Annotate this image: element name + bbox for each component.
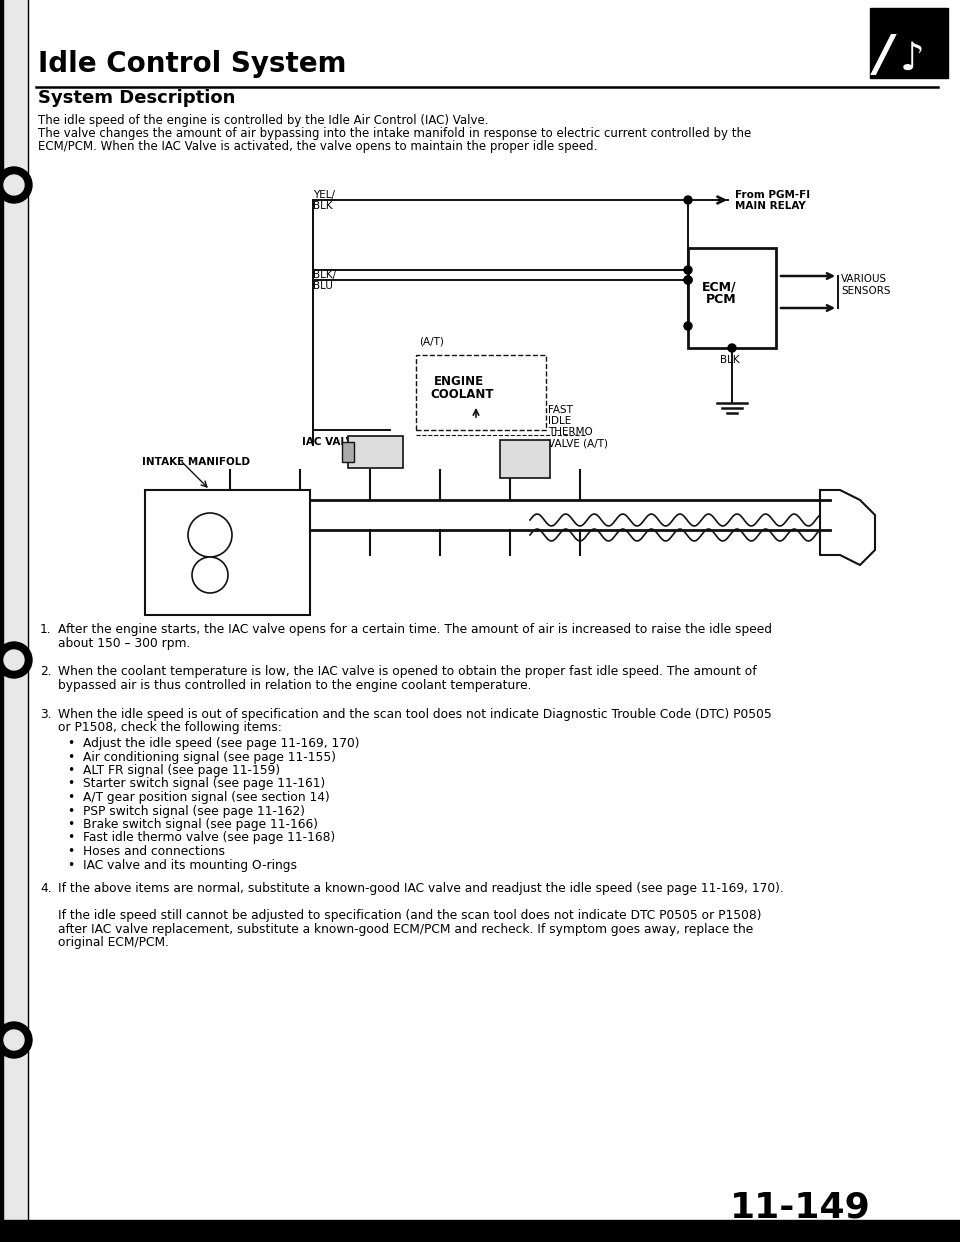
Text: after IAC valve replacement, substitute a known-good ECM/PCM and recheck. If sym: after IAC valve replacement, substitute … xyxy=(58,923,754,935)
Text: THERMO: THERMO xyxy=(548,427,592,437)
Bar xyxy=(870,7,948,78)
Text: 2.: 2. xyxy=(40,664,52,678)
Text: /: / xyxy=(875,32,893,79)
Text: BLK/: BLK/ xyxy=(313,270,336,279)
Bar xyxy=(688,248,776,348)
Circle shape xyxy=(4,1030,24,1049)
Text: •  A/T gear position signal (see section 14): • A/T gear position signal (see section … xyxy=(68,791,329,804)
Circle shape xyxy=(0,1022,32,1058)
Text: VALVE (A/T): VALVE (A/T) xyxy=(548,438,608,448)
Text: INTAKE MANIFOLD: INTAKE MANIFOLD xyxy=(142,457,250,467)
Circle shape xyxy=(4,650,24,669)
Text: The valve changes the amount of air bypassing into the intake manifold in respon: The valve changes the amount of air bypa… xyxy=(38,127,752,140)
Text: The idle speed of the engine is controlled by the Idle Air Control (IAC) Valve.: The idle speed of the engine is controll… xyxy=(38,114,489,127)
Text: ♪: ♪ xyxy=(900,40,924,78)
Text: •  ALT FR signal (see page 11-159): • ALT FR signal (see page 11-159) xyxy=(68,764,280,777)
Text: IAC VALVE: IAC VALVE xyxy=(302,437,361,447)
Text: or P1508, check the following items:: or P1508, check the following items: xyxy=(58,722,281,734)
Text: Idle Control System: Idle Control System xyxy=(38,50,347,78)
Circle shape xyxy=(188,513,232,556)
Text: IDLE: IDLE xyxy=(548,416,571,426)
Circle shape xyxy=(684,196,692,204)
Text: PCM: PCM xyxy=(706,293,736,306)
Text: FAST: FAST xyxy=(548,405,573,415)
Text: w  w.emanualpro.com: w w.emanualpro.com xyxy=(38,1220,152,1230)
Text: ENGINE: ENGINE xyxy=(434,375,484,388)
Text: 11-149: 11-149 xyxy=(730,1191,871,1225)
Text: •  Starter switch signal (see page 11-161): • Starter switch signal (see page 11-161… xyxy=(68,777,325,790)
Circle shape xyxy=(192,556,228,592)
Text: When the coolant temperature is low, the IAC valve is opened to obtain the prope: When the coolant temperature is low, the… xyxy=(58,664,756,678)
Text: If the idle speed still cannot be adjusted to specification (and the scan tool d: If the idle speed still cannot be adjust… xyxy=(58,909,761,922)
Text: •  Air conditioning signal (see page 11-155): • Air conditioning signal (see page 11-1… xyxy=(68,750,336,764)
Text: From PGM-FI: From PGM-FI xyxy=(735,190,810,200)
Text: ECM/PCM. When the IAC Valve is activated, the valve opens to maintain the proper: ECM/PCM. When the IAC Valve is activated… xyxy=(38,140,597,153)
Text: 4.: 4. xyxy=(40,882,52,895)
Text: •  IAC valve and its mounting O-rings: • IAC valve and its mounting O-rings xyxy=(68,858,297,872)
Text: BLU: BLU xyxy=(313,281,333,291)
Text: BLK: BLK xyxy=(720,355,739,365)
Circle shape xyxy=(684,266,692,274)
Text: 3.: 3. xyxy=(40,708,52,722)
Text: original ECM/PCM.: original ECM/PCM. xyxy=(58,936,169,949)
Text: YEL/: YEL/ xyxy=(313,190,335,200)
Text: COOLANT: COOLANT xyxy=(430,388,493,401)
Bar xyxy=(0,0,28,1242)
Text: If the above items are normal, substitute a known-good IAC valve and readjust th: If the above items are normal, substitut… xyxy=(58,882,783,895)
Text: ECM/: ECM/ xyxy=(702,279,736,293)
Text: VARIOUS: VARIOUS xyxy=(841,274,887,284)
Text: carmanualsonline.info: carmanualsonline.info xyxy=(600,1230,724,1240)
Text: BLK: BLK xyxy=(313,201,332,211)
Text: about 150 – 300 rpm.: about 150 – 300 rpm. xyxy=(58,636,190,650)
Circle shape xyxy=(684,276,692,284)
Text: System Description: System Description xyxy=(38,89,235,107)
Text: •  Hoses and connections: • Hoses and connections xyxy=(68,845,225,858)
Bar xyxy=(416,355,546,430)
Bar xyxy=(500,440,550,478)
Bar xyxy=(145,491,310,615)
Circle shape xyxy=(684,276,692,284)
Text: •  Brake switch signal (see page 11-166): • Brake switch signal (see page 11-166) xyxy=(68,818,318,831)
Circle shape xyxy=(728,344,736,351)
Circle shape xyxy=(684,322,692,330)
Text: 1.: 1. xyxy=(40,623,52,636)
Text: SENSORS: SENSORS xyxy=(841,286,891,296)
Bar xyxy=(342,442,354,462)
Circle shape xyxy=(0,166,32,202)
Circle shape xyxy=(4,175,24,195)
Bar xyxy=(0,0,3,1242)
Text: When the idle speed is out of specification and the scan tool does not indicate : When the idle speed is out of specificat… xyxy=(58,708,772,722)
Text: (A/T): (A/T) xyxy=(419,337,444,347)
Text: •  Fast idle thermo valve (see page 11-168): • Fast idle thermo valve (see page 11-16… xyxy=(68,831,335,845)
Text: bypassed air is thus controlled in relation to the engine coolant temperature.: bypassed air is thus controlled in relat… xyxy=(58,678,532,692)
Text: •  PSP switch signal (see page 11-162): • PSP switch signal (see page 11-162) xyxy=(68,805,305,817)
Circle shape xyxy=(0,642,32,678)
Bar xyxy=(348,436,403,468)
Text: MAIN RELAY: MAIN RELAY xyxy=(735,201,805,211)
Text: After the engine starts, the IAC valve opens for a certain time. The amount of a: After the engine starts, the IAC valve o… xyxy=(58,623,772,636)
Text: •  Adjust the idle speed (see page 11-169, 170): • Adjust the idle speed (see page 11-169… xyxy=(68,737,359,750)
Bar xyxy=(0,1220,960,1242)
